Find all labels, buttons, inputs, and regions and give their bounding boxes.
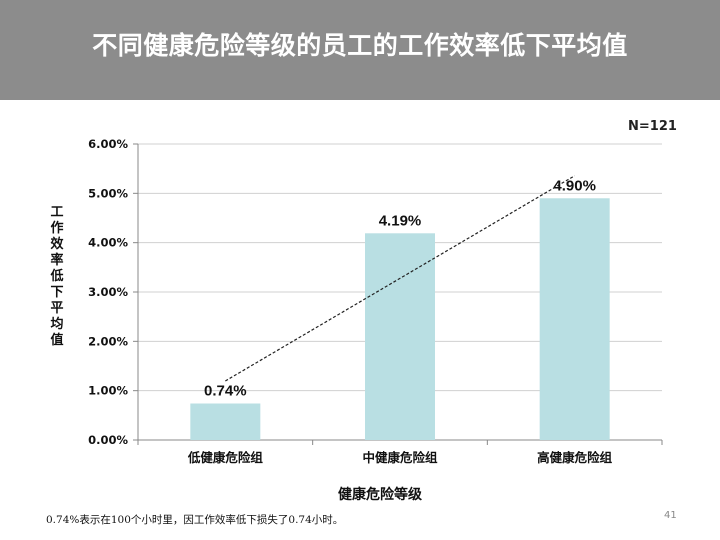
data-labels: 0.74% 4.19% 4.90% (204, 177, 596, 399)
x-tick-label: 低健康危险组 (187, 450, 264, 465)
y-tick-label: 1.00% (88, 384, 128, 398)
data-label: 4.90% (553, 177, 596, 194)
y-tick-label: 5.00% (88, 186, 128, 200)
title-banner: 不同健康危险等级的员工的工作效率低下平均值 (0, 0, 720, 100)
trend-line-path (225, 175, 575, 382)
data-label: 4.19% (379, 212, 422, 229)
x-tick-labels: 低健康危险组 中健康危险组 高健康危险组 (187, 450, 613, 465)
y-tick-label: 0.00% (88, 433, 128, 447)
page-number: 41 (664, 510, 677, 521)
bar (365, 233, 435, 440)
bar (190, 403, 261, 440)
y-tick-label: 6.00% (88, 137, 128, 151)
y-tick-labels: 0.00% 1.00% 2.00% 3.00% 4.00% 5.00% 6.00% (88, 137, 128, 447)
bars (190, 198, 610, 440)
x-tick-label: 中健康危险组 (362, 450, 438, 465)
y-tick-label: 4.00% (88, 236, 128, 250)
trend-line (225, 175, 575, 382)
x-tick-label: 高健康危险组 (537, 450, 613, 465)
footnote: 0.74%表示在100个小时里，因工作效率低下损失了0.74小时。 (46, 514, 344, 526)
y-axis-label: 工作效率低下平均值 (50, 205, 64, 348)
x-axis-label: 健康危险等级 (338, 487, 422, 503)
sample-size-label: N=121 (628, 119, 677, 134)
bar (539, 198, 610, 440)
data-label: 0.74% (204, 382, 247, 399)
y-tick-label: 3.00% (88, 285, 128, 299)
y-tick-label: 2.00% (88, 334, 128, 348)
page-title: 不同健康危险等级的员工的工作效率低下平均值 (92, 31, 628, 60)
